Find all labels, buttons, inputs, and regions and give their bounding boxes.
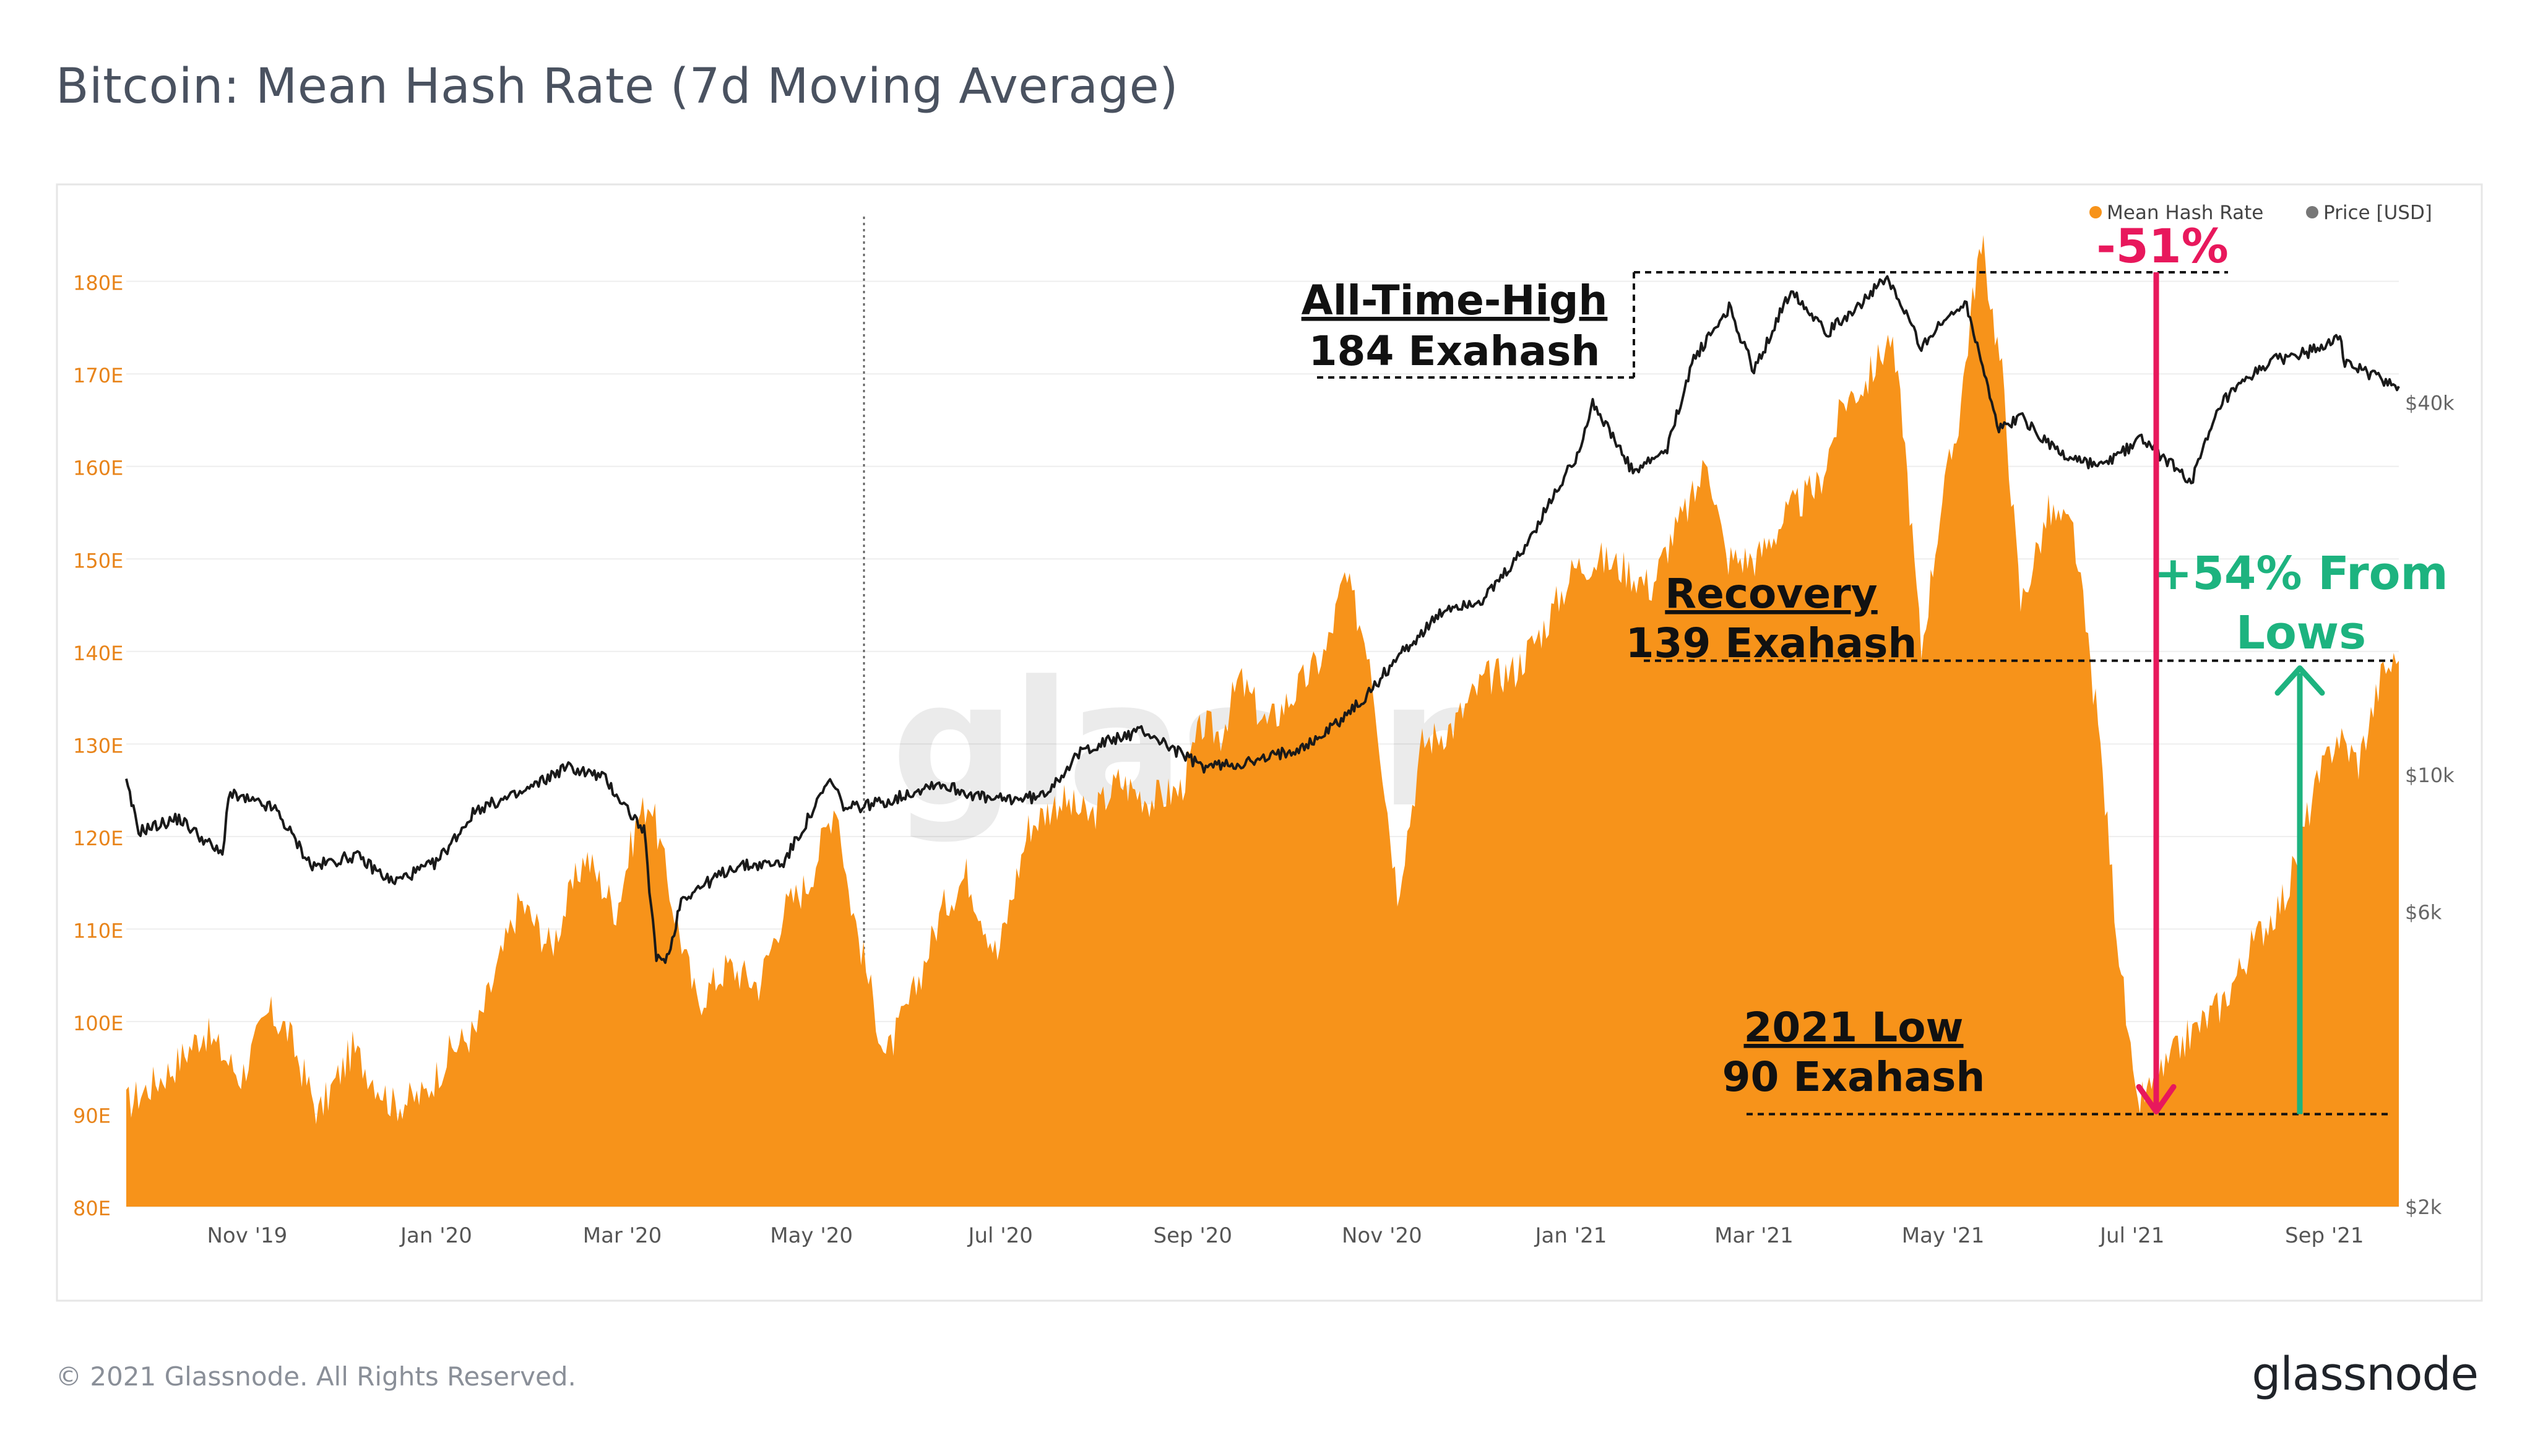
low-label-line1: 2021 Low [1743,1004,1963,1051]
x-tick-label: Jul '20 [967,1223,1032,1248]
x-tick-label: Sep '21 [2285,1223,2364,1248]
legend: Mean Hash Rate Price [USD] [2089,202,2432,224]
ath-label-line1: All-Time-High [1302,277,1608,324]
y-left-tick-label: 110E [73,919,123,942]
y-right-tick-label: $40k [2405,392,2455,415]
low-label-line2: 90 Exahash [1722,1053,1985,1101]
y-left-tick-label: 170E [73,364,123,387]
x-axis: Nov '19 Jan '20 Mar '20 May '20 Jul '20 Sep '… [207,1223,2364,1248]
recovery-label-line1: Recovery [1665,570,1877,618]
drop-percent-label: -51% [2096,218,2228,274]
y-left-tick-label: 180E [73,272,123,295]
legend-label-mean-hash-rate: Mean Hash Rate [2107,202,2263,224]
x-tick-label: Jan '21 [1534,1223,1607,1248]
y-left-tick-label: 90E [73,1104,111,1127]
x-tick-label: Nov '19 [207,1223,287,1248]
y-left-tick-label: 100E [73,1012,123,1035]
x-tick-label: Mar '21 [1714,1223,1794,1248]
legend-label-price: Price [USD] [2323,202,2432,224]
series-mean-hash-rate-area [126,235,2399,1207]
legend-swatch-mean-hash-rate [2089,206,2102,218]
ath-label-line2: 184 Exahash [1309,327,1600,375]
legend-swatch-price [2306,206,2318,218]
x-tick-label: Jan '20 [399,1223,472,1248]
y-left-tick-label: 130E [73,734,123,757]
page-title: Bitcoin: Mean Hash Rate (7d Moving Avera… [56,59,1179,114]
x-tick-label: May '20 [770,1223,853,1248]
glassnode-logo: glassnode [2252,1348,2479,1401]
y-left-tick-label: 80E [73,1197,111,1220]
recovery-label-line2: 139 Exahash [1626,619,1917,667]
y-left-tick-label: 150E [73,549,123,572]
y-axis-left: 80E 90E 100E 110E 120E 130E 140E 150E 160E 170E 18… [73,272,123,1220]
rise-label-line1: +54% From [2154,547,2448,600]
x-tick-label: Sep '20 [1154,1223,1233,1248]
rise-arrow-head [2274,665,2325,696]
y-right-tick-label: $6k [2405,900,2442,924]
x-tick-label: Nov '20 [1342,1223,1422,1248]
copyright-text: © 2021 Glassnode. All Rights Reserved. [56,1361,576,1392]
x-tick-label: May '21 [1902,1223,1985,1248]
y-right-tick-label: $10k [2405,764,2455,787]
y-left-tick-label: 120E [73,827,123,850]
y-left-tick-label: 140E [73,642,123,665]
x-tick-label: Mar '20 [583,1223,662,1248]
drop-arrow-head [2136,1083,2177,1114]
y-left-tick-label: 160E [73,457,123,480]
x-tick-label: Jul '21 [2099,1223,2164,1248]
series-price-line [125,275,2400,964]
y-axis-right: $2k $6k $10k $40k [2405,392,2455,1219]
rise-label-line2: Lows [2236,606,2366,660]
y-right-tick-label: $2k [2405,1195,2442,1219]
